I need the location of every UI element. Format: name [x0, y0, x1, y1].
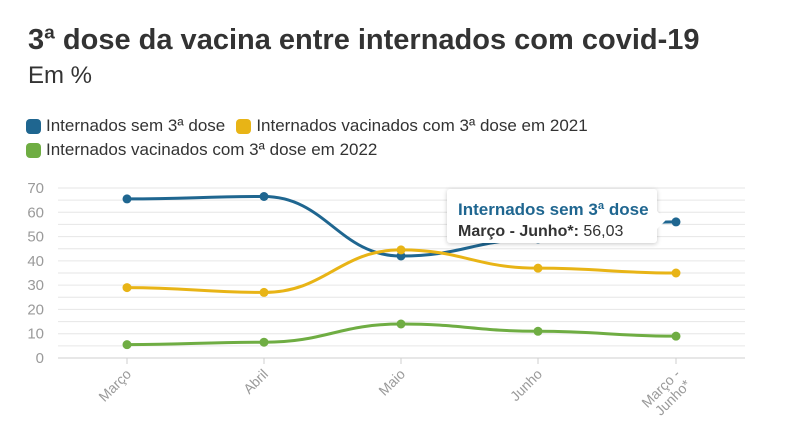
y-tick-label: 60: [27, 204, 44, 221]
series-3-point: [671, 331, 681, 341]
series-2-point: [671, 268, 681, 278]
tooltip-category: Março - Junho*:: [458, 223, 579, 240]
series-1-point: [122, 194, 132, 204]
y-tick-label: 0: [36, 350, 44, 367]
legend-swatch: [236, 118, 252, 134]
legend-label: Internados vacinados com 3ª dose em 2021: [256, 116, 588, 135]
legend: Internados sem 3ª dose Internados vacina…: [26, 114, 726, 162]
y-tick-label: 50: [27, 229, 44, 246]
series-2-point: [396, 245, 406, 255]
legend-swatch: [26, 142, 41, 158]
series-2-point: [122, 283, 132, 293]
chart-subtitle: Em %: [28, 62, 93, 89]
legend-label: Internados sem 3ª dose: [46, 116, 226, 135]
y-tick-label: 70: [27, 180, 44, 197]
legend-item-3a-dose-2021[interactable]: Internados vacinados com 3ª dose em 2021: [236, 114, 588, 138]
y-tick-label: 30: [27, 277, 44, 294]
x-tick-label: Março: [95, 366, 134, 405]
series-1-point: [671, 217, 681, 227]
y-tick-label: 40: [27, 253, 44, 270]
tooltip-line: Março - Junho*: 56,03: [458, 223, 623, 241]
tooltip-series: Internados sem 3ª dose: [458, 200, 649, 219]
y-tick-label: 10: [27, 326, 44, 343]
x-tick-label: Abril: [240, 366, 271, 397]
series-2-point: [533, 263, 543, 273]
series-3-point: [533, 326, 543, 336]
x-tick-label: Junho: [507, 366, 545, 404]
series-3-point: [259, 337, 269, 347]
series-2-point: [259, 287, 269, 297]
tooltip: Internados sem 3ª dose Março - Junho*: 5…: [447, 189, 666, 243]
legend-item-3a-dose-2022[interactable]: Internados vacinados com 3ª dose em 2022: [26, 138, 377, 162]
legend-swatch: [26, 118, 41, 134]
tooltip-value: 56,03: [583, 223, 624, 240]
series-3-point: [396, 319, 406, 329]
x-tick-label: Março -Junho*: [638, 365, 694, 421]
legend-label: Internados vacinados com 3ª dose em 2022: [46, 140, 378, 159]
chart-title: 3ª dose da vacina entre internados com c…: [28, 24, 700, 56]
x-tick-label: Maio: [375, 366, 408, 399]
y-tick-label: 20: [27, 301, 44, 318]
series-3-point: [122, 340, 132, 350]
legend-item-sem-3a-dose[interactable]: Internados sem 3ª dose: [26, 114, 225, 138]
tooltip-arrow: [657, 211, 666, 229]
line-chart: 0 10 20 30 40 50 60 70 Março Abril Maio Junho Março …: [27, 180, 745, 421]
series-1-point: [259, 192, 269, 201]
